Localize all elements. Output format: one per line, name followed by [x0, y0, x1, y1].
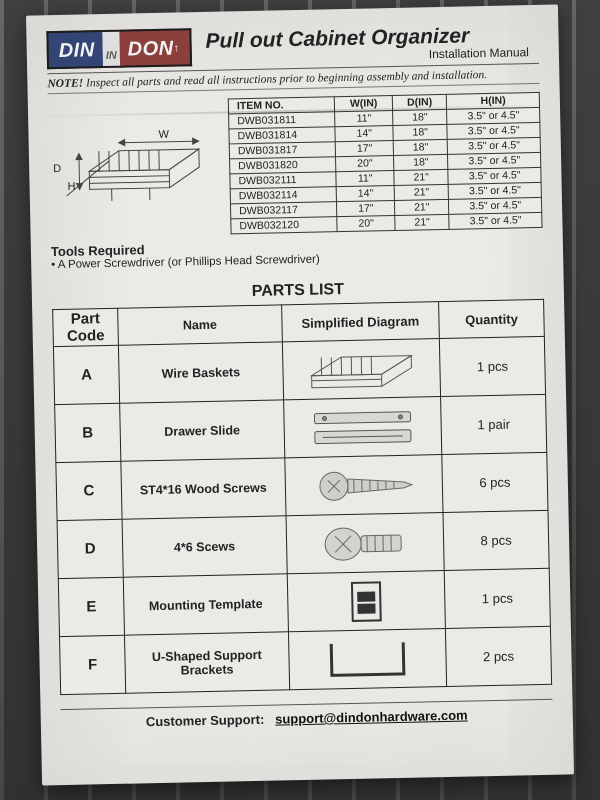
svg-text:D: D	[53, 163, 61, 175]
logo-blue-part: DIN	[46, 30, 103, 69]
note-text: Inspect all parts and read all instructi…	[83, 69, 487, 89]
footer-label: Customer Support:	[146, 712, 265, 729]
part-code: C	[56, 461, 122, 520]
part-name: ST4*16 Wood Screws	[121, 458, 286, 519]
part-name: Mounting Template	[123, 574, 288, 635]
parts-row: CST4*16 Wood Screws 6 pcs	[56, 452, 548, 520]
svg-text:W: W	[158, 129, 169, 141]
part-diagram-icon	[307, 633, 428, 686]
spec-cell: 21"	[395, 214, 450, 230]
spec-cell: 18"	[393, 109, 448, 125]
spec-cell: 21"	[395, 199, 450, 215]
dimension-diagram: W D H	[48, 99, 221, 239]
spec-cell: 14"	[337, 185, 395, 201]
part-code: B	[55, 403, 121, 462]
part-qty: 8 pcs	[443, 510, 549, 570]
part-qty: 6 pcs	[442, 452, 548, 512]
part-diagram	[286, 513, 445, 574]
part-code: D	[57, 519, 123, 578]
part-name: U-Shaped Support Brackets	[125, 632, 290, 693]
basket-dimension-icon: W D H	[48, 99, 220, 223]
logo-small-in: IN	[102, 30, 120, 68]
spec-cell: 21"	[394, 169, 449, 185]
part-diagram-icon	[301, 343, 422, 396]
part-diagram-icon	[303, 459, 424, 512]
part-diagram-icon	[302, 401, 423, 454]
part-diagram-icon	[306, 575, 427, 628]
parts-h0: Part Code	[53, 308, 119, 346]
spec-cell: 20"	[337, 215, 395, 231]
spec-cell: 3.5" or 4.5"	[449, 212, 542, 229]
part-name: Drawer Slide	[120, 400, 285, 461]
spec-cell: 17"	[336, 140, 394, 156]
part-code: A	[53, 345, 119, 404]
part-diagram	[282, 339, 441, 400]
parts-row: AWire Baskets 1 pcs	[53, 336, 545, 404]
footer: Customer Support: support@dindonhardware…	[61, 699, 553, 731]
spec-cell: 18"	[394, 154, 449, 170]
parts-row: BDrawer Slide 1 pair	[55, 394, 547, 462]
spec-cell: 20"	[336, 155, 394, 171]
part-diagram	[285, 455, 444, 516]
part-name: 4*6 Scews	[122, 516, 287, 577]
spec-cell: 18"	[393, 139, 448, 155]
part-code: E	[58, 577, 124, 636]
part-qty: 1 pcs	[444, 568, 550, 628]
title-block: Pull out Cabinet Organizer Installation …	[205, 23, 539, 66]
svg-text:H: H	[67, 181, 75, 193]
brand-logo: DIN IN DON↑	[46, 28, 192, 69]
tools-block: Tools Required • A Power Screwdriver (or…	[51, 234, 543, 271]
part-diagram	[287, 571, 446, 632]
parts-h3: Quantity	[439, 299, 545, 338]
spec-table: ITEM NO. W(IN) D(IN) H(IN) DWB03181111"1…	[228, 92, 543, 235]
spec-cell: 17"	[337, 200, 395, 216]
part-diagram-icon	[304, 517, 425, 570]
support-email-link[interactable]: support@dindonhardware.com	[275, 708, 468, 727]
parts-table: Part Code Name Simplified Diagram Quanti…	[52, 299, 552, 695]
part-diagram	[288, 629, 447, 690]
spec-cell: 21"	[394, 184, 449, 200]
part-qty: 1 pcs	[439, 336, 545, 396]
logo-red-part: DON↑	[119, 28, 192, 67]
part-qty: 2 pcs	[445, 626, 551, 686]
parts-row: D4*6 Scews 8 pcs	[57, 510, 549, 578]
spec-cell: 11"	[336, 170, 394, 186]
parts-h1: Name	[118, 305, 282, 345]
part-diagram	[283, 397, 442, 458]
manual-sheet: DIN IN DON↑ Pull out Cabinet Organizer I…	[26, 5, 574, 786]
part-code: F	[60, 635, 126, 694]
part-name: Wire Baskets	[118, 342, 283, 403]
parts-row: FU-Shaped Support Brackets 2 pcs	[60, 626, 552, 694]
parts-h2: Simplified Diagram	[281, 302, 439, 342]
spec-cell: 18"	[393, 124, 448, 140]
note-label: NOTE!	[47, 77, 83, 90]
spec-cell: 14"	[335, 125, 393, 141]
parts-row: EMounting Template 1 pcs	[58, 568, 550, 636]
part-qty: 1 pair	[441, 394, 547, 454]
spec-cell: 11"	[335, 110, 393, 126]
spec-cell: DWB032120	[231, 217, 338, 234]
